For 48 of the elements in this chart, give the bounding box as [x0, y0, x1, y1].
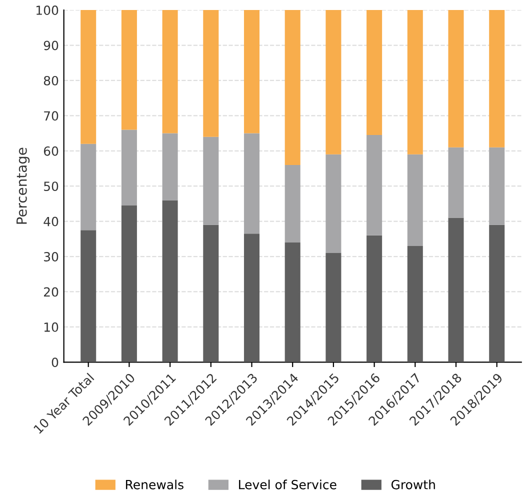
y-tick-label: 90: [44, 40, 58, 50]
bar: [326, 154, 342, 254]
bar: [448, 147, 464, 218]
bar: [326, 253, 342, 362]
legend-label: Growth: [391, 480, 435, 490]
bar: [489, 147, 505, 225]
bar: [284, 10, 300, 165]
y-tick-label: 80: [44, 76, 58, 86]
bar: [366, 235, 382, 362]
bar: [80, 144, 96, 230]
bar: [407, 246, 423, 362]
bar: [448, 218, 464, 362]
bar: [162, 10, 178, 134]
bar: [284, 164, 300, 242]
y-axis-title: Percentage: [16, 148, 30, 224]
bar: [162, 200, 178, 362]
bar: [203, 136, 219, 225]
y-tick-label: 60: [44, 146, 58, 156]
bar: [326, 10, 342, 154]
bar: [366, 10, 382, 136]
y-tick-label: 40: [44, 216, 58, 226]
y-tick-label: 20: [44, 287, 58, 297]
y-tick-label: 10: [44, 322, 58, 332]
y-tick-label: 100: [36, 6, 58, 15]
legend-label: Renewals: [126, 480, 184, 490]
bar: [244, 234, 260, 362]
y-tick-label: 0: [52, 358, 58, 368]
y-tick-label: 30: [44, 252, 58, 262]
bar: [80, 230, 96, 362]
bar: [489, 10, 505, 148]
bar: [121, 130, 137, 206]
bar: [121, 205, 137, 362]
bar: [121, 10, 137, 130]
bar: [284, 242, 300, 362]
bar: [203, 10, 219, 137]
bar: [244, 10, 260, 134]
bar: [489, 224, 505, 362]
bar: [203, 224, 219, 362]
legend-label: Level of Service: [239, 480, 336, 490]
bar: [448, 10, 464, 148]
bar: [162, 133, 178, 200]
bar: [366, 135, 382, 236]
bar: [80, 10, 96, 144]
bar: [407, 10, 423, 154]
y-tick-label: 50: [44, 182, 58, 192]
y-tick-label: 70: [44, 111, 58, 121]
bar: [244, 133, 260, 234]
bar: [407, 154, 423, 246]
